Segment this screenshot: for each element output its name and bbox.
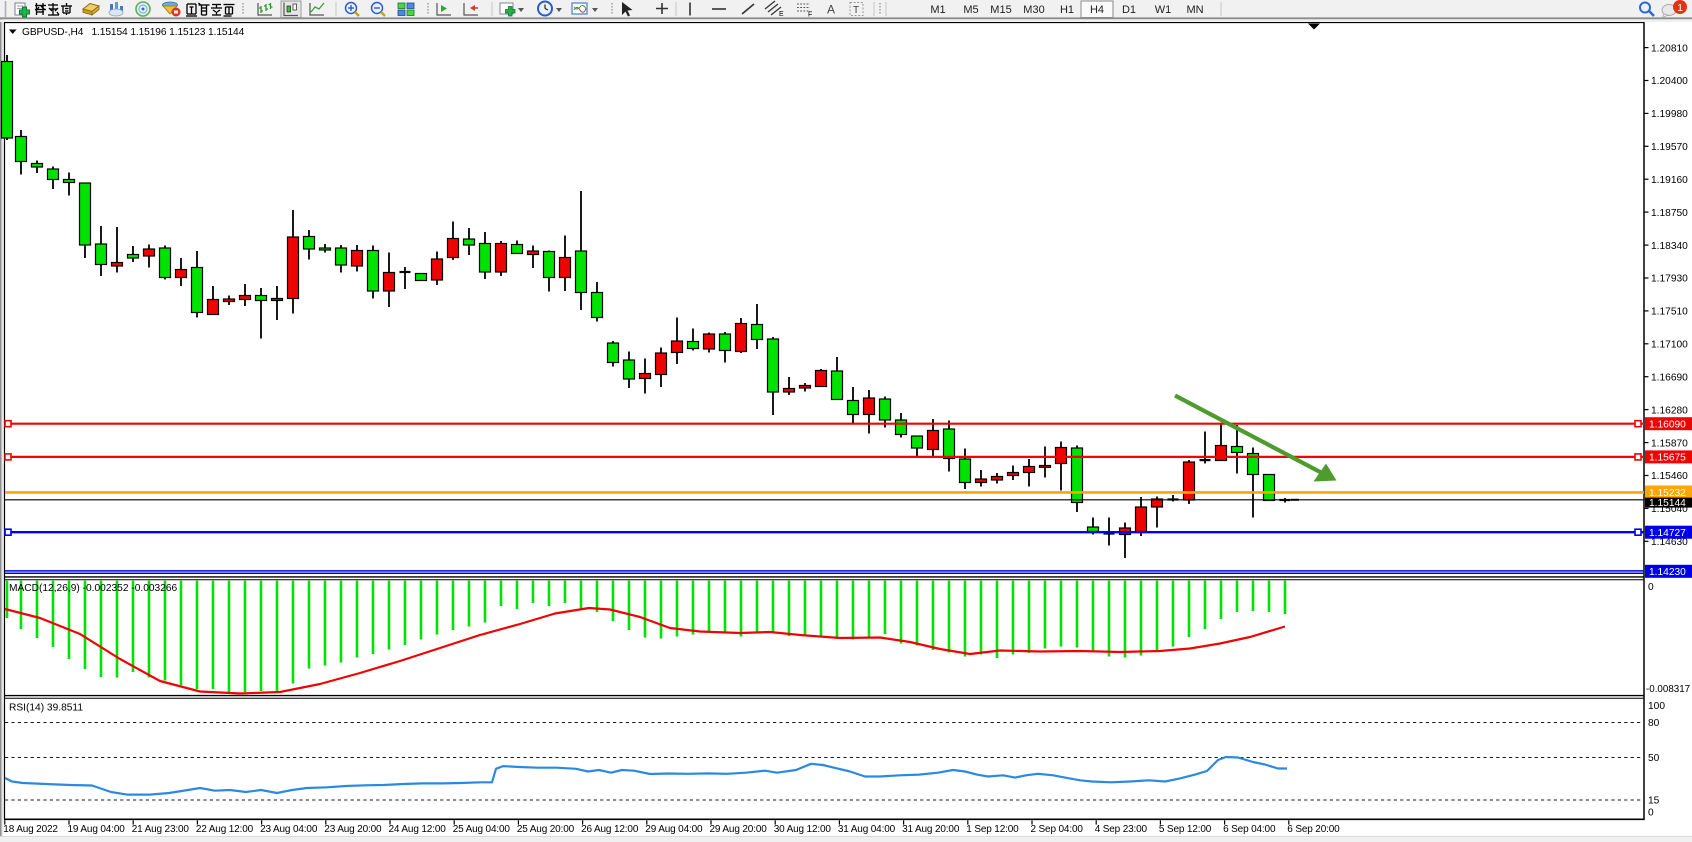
svg-text:6 Sep 04:00: 6 Sep 04:00 — [1223, 824, 1276, 835]
svg-text:M1: M1 — [930, 4, 945, 16]
svg-text:26 Aug 12:00: 26 Aug 12:00 — [581, 824, 639, 835]
svg-text:M30: M30 — [1023, 4, 1044, 16]
svg-text:0: 0 — [1648, 582, 1654, 593]
svg-text:30 Aug 12:00: 30 Aug 12:00 — [774, 824, 832, 835]
svg-text:1: 1 — [1677, 2, 1683, 14]
svg-text:25 Aug 04:00: 25 Aug 04:00 — [453, 824, 511, 835]
svg-text:1 Sep 12:00: 1 Sep 12:00 — [966, 824, 1019, 835]
svg-text:0: 0 — [1648, 808, 1654, 819]
svg-text:1.15040: 1.15040 — [1651, 504, 1688, 515]
svg-text:2 Sep 04:00: 2 Sep 04:00 — [1031, 824, 1084, 835]
svg-text:M15: M15 — [990, 4, 1011, 16]
svg-text:4 Sep 23:00: 4 Sep 23:00 — [1095, 824, 1148, 835]
svg-text:1.17100: 1.17100 — [1651, 340, 1688, 351]
svg-text:5 Sep 12:00: 5 Sep 12:00 — [1159, 824, 1212, 835]
svg-text:H1: H1 — [1060, 4, 1074, 16]
svg-text:1.16090: 1.16090 — [1649, 420, 1686, 431]
svg-text:GBPUSD-,H4 1.15154 1.15196 1: GBPUSD-,H4 1.15154 1.15196 1.15123 1.151… — [22, 27, 245, 38]
svg-text:1.19160: 1.19160 — [1651, 175, 1688, 186]
svg-text:1.16280: 1.16280 — [1651, 405, 1688, 416]
svg-text:15: 15 — [1648, 796, 1660, 807]
svg-text:1.15460: 1.15460 — [1651, 471, 1688, 482]
svg-text:31 Aug 20:00: 31 Aug 20:00 — [902, 824, 960, 835]
svg-text:F: F — [808, 12, 812, 19]
svg-text:1.14630: 1.14630 — [1651, 537, 1688, 548]
svg-text:22 Aug 12:00: 22 Aug 12:00 — [196, 824, 254, 835]
svg-text:80: 80 — [1648, 718, 1660, 729]
svg-text:24 Aug 12:00: 24 Aug 12:00 — [389, 824, 447, 835]
svg-text:23 Aug 04:00: 23 Aug 04:00 — [260, 824, 318, 835]
svg-text:23 Aug 20:00: 23 Aug 20:00 — [324, 824, 382, 835]
svg-text:1.15232: 1.15232 — [1649, 488, 1686, 499]
svg-text:100: 100 — [1648, 701, 1665, 712]
svg-text:RSI(14) 39.8511: RSI(14) 39.8511 — [9, 703, 83, 714]
svg-text:29 Aug 20:00: 29 Aug 20:00 — [710, 824, 768, 835]
svg-text:29 Aug 04:00: 29 Aug 04:00 — [645, 824, 703, 835]
svg-text:1.14727: 1.14727 — [1649, 528, 1686, 539]
svg-text:1.20810: 1.20810 — [1651, 43, 1688, 54]
svg-text:50: 50 — [1648, 753, 1660, 764]
svg-text:1.19980: 1.19980 — [1651, 109, 1688, 120]
svg-text:21 Aug 23:00: 21 Aug 23:00 — [132, 824, 190, 835]
svg-text:1.18750: 1.18750 — [1651, 208, 1688, 219]
svg-text:1.15675: 1.15675 — [1649, 453, 1686, 464]
svg-text:25 Aug 20:00: 25 Aug 20:00 — [517, 824, 575, 835]
svg-text:MN: MN — [1186, 4, 1203, 16]
svg-text:1.20400: 1.20400 — [1651, 76, 1688, 87]
svg-text:M5: M5 — [963, 4, 978, 16]
svg-text:1.19570: 1.19570 — [1651, 142, 1688, 153]
svg-text:1.17510: 1.17510 — [1651, 307, 1688, 318]
svg-text:31 Aug 04:00: 31 Aug 04:00 — [838, 824, 896, 835]
svg-text:A: A — [827, 3, 835, 17]
svg-text:1.14230: 1.14230 — [1649, 567, 1686, 578]
svg-text:D1: D1 — [1122, 4, 1136, 16]
svg-text:18 Aug 2022: 18 Aug 2022 — [3, 824, 58, 835]
svg-text:1.15870: 1.15870 — [1651, 438, 1688, 449]
svg-text:W1: W1 — [1155, 4, 1172, 16]
svg-text:1.18340: 1.18340 — [1651, 241, 1688, 252]
svg-text:MACD(12,26,9) -0.002352 -0.003: MACD(12,26,9) -0.002352 -0.003266 — [9, 583, 178, 594]
svg-text:6 Sep 20:00: 6 Sep 20:00 — [1287, 824, 1340, 835]
svg-text:E: E — [779, 11, 784, 18]
svg-text:T: T — [853, 5, 859, 16]
svg-text:1.15144: 1.15144 — [1649, 498, 1686, 509]
svg-text:1.16690: 1.16690 — [1651, 372, 1688, 383]
svg-text:19 Aug 04:00: 19 Aug 04:00 — [68, 824, 126, 835]
svg-text:H4: H4 — [1090, 4, 1104, 16]
svg-text:-0.008317: -0.008317 — [1646, 684, 1690, 695]
svg-text:1.17930: 1.17930 — [1651, 274, 1688, 285]
